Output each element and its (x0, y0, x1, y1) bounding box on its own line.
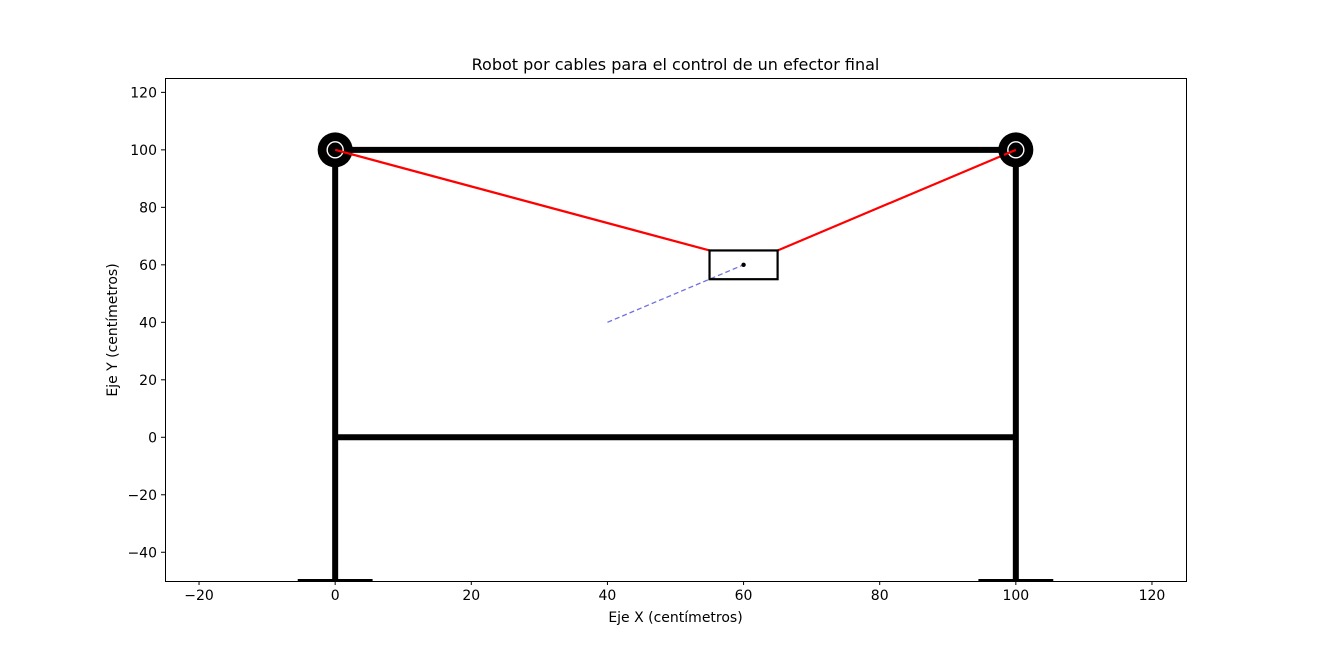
y-tick-label: 100 (130, 143, 157, 159)
y-axis-ticks: −40 −20 0 20 40 60 80 100 120 (127, 85, 165, 561)
y-tick-label: −20 (127, 488, 157, 504)
end-effector (708, 249, 779, 281)
plot-area (297, 132, 1054, 581)
x-tick-label: 20 (462, 588, 480, 604)
right-cable-overlay (1003, 148, 1017, 156)
x-axis-label: Eje X (centímetros) (608, 610, 742, 626)
y-tick-label: 60 (139, 258, 157, 274)
x-tick-label: 60 (735, 588, 753, 604)
y-tick-label: 120 (130, 85, 157, 101)
pulleys (317, 132, 1034, 168)
axes-frame (165, 78, 1187, 582)
frame-structure (297, 146, 1054, 581)
right-pulley-inner (1007, 141, 1025, 159)
y-tick-label: 80 (139, 200, 157, 216)
chart-title: Robot por cables para el control de un e… (472, 55, 880, 74)
left-cable (334, 148, 710, 252)
x-axis-ticks: −20 0 20 40 60 80 100 120 (184, 581, 1165, 604)
x-tick-label: 120 (1139, 588, 1166, 604)
x-tick-label: 40 (599, 588, 617, 604)
x-tick-label: −20 (184, 588, 214, 604)
left-cable-overlay (334, 148, 355, 156)
x-tick-label: 80 (871, 588, 889, 604)
cables (334, 148, 1017, 252)
trajectory-line (607, 264, 744, 323)
left-pulley-inner (326, 141, 344, 159)
y-tick-label: −40 (127, 545, 157, 561)
effector-box (708, 249, 779, 281)
right-cable (777, 148, 1017, 252)
y-tick-label: 20 (139, 373, 157, 389)
y-tick-label: 0 (148, 430, 157, 446)
x-tick-label: 100 (1002, 588, 1029, 604)
y-tick-label: 40 (139, 315, 157, 331)
effector-center (741, 262, 746, 268)
y-axis-label: Eje Y (centímetros) (105, 263, 121, 396)
trajectory (607, 264, 744, 323)
x-tick-label: 0 (331, 588, 340, 604)
